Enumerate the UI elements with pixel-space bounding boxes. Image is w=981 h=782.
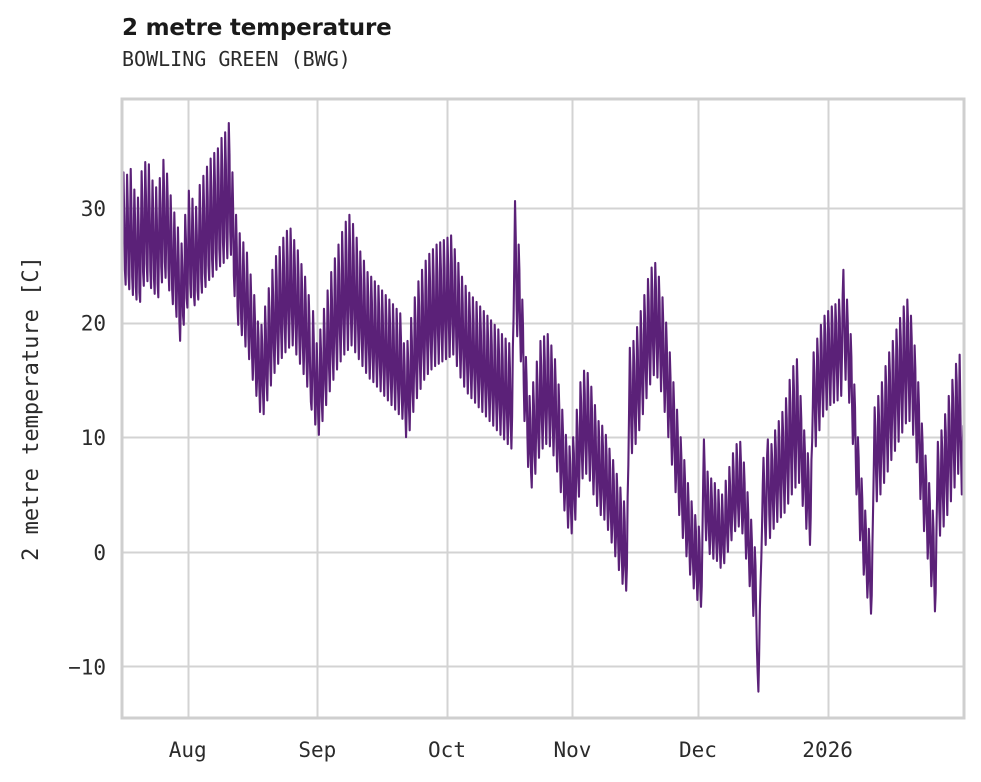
series-line — [120, 122, 966, 693]
y-axis-title: 2 metre temperature [C] — [19, 256, 44, 561]
title-block: 2 metre temperature BOWLING GREEN (BWG) — [122, 14, 942, 72]
y-tick-label: −10 — [68, 655, 106, 679]
y-axis-label: 2 metre temperature [C] — [19, 256, 44, 561]
x-tick-label: Sep — [298, 738, 336, 762]
x-tick-label: 2026 — [802, 738, 853, 762]
x-tick-label: Oct — [428, 738, 466, 762]
y-tick-label: 0 — [93, 541, 106, 565]
x-axis-ticks: Aug Sep Oct Nov Dec 2026 — [169, 738, 853, 762]
y-tick-label: 10 — [81, 426, 106, 450]
x-tick-label: Dec — [679, 738, 717, 762]
series-layer — [120, 122, 966, 693]
plot-border — [120, 97, 966, 720]
y-axis-ticks: −10 0 10 20 30 — [68, 197, 106, 680]
x-tick-label: Aug — [169, 738, 207, 762]
chart-subtitle: BOWLING GREEN (BWG) — [122, 47, 351, 71]
page-title: 2 metre temperature — [122, 15, 392, 41]
y-tick-label: 30 — [81, 197, 106, 221]
x-tick-label: Nov — [554, 738, 592, 762]
y-tick-label: 20 — [81, 312, 106, 336]
